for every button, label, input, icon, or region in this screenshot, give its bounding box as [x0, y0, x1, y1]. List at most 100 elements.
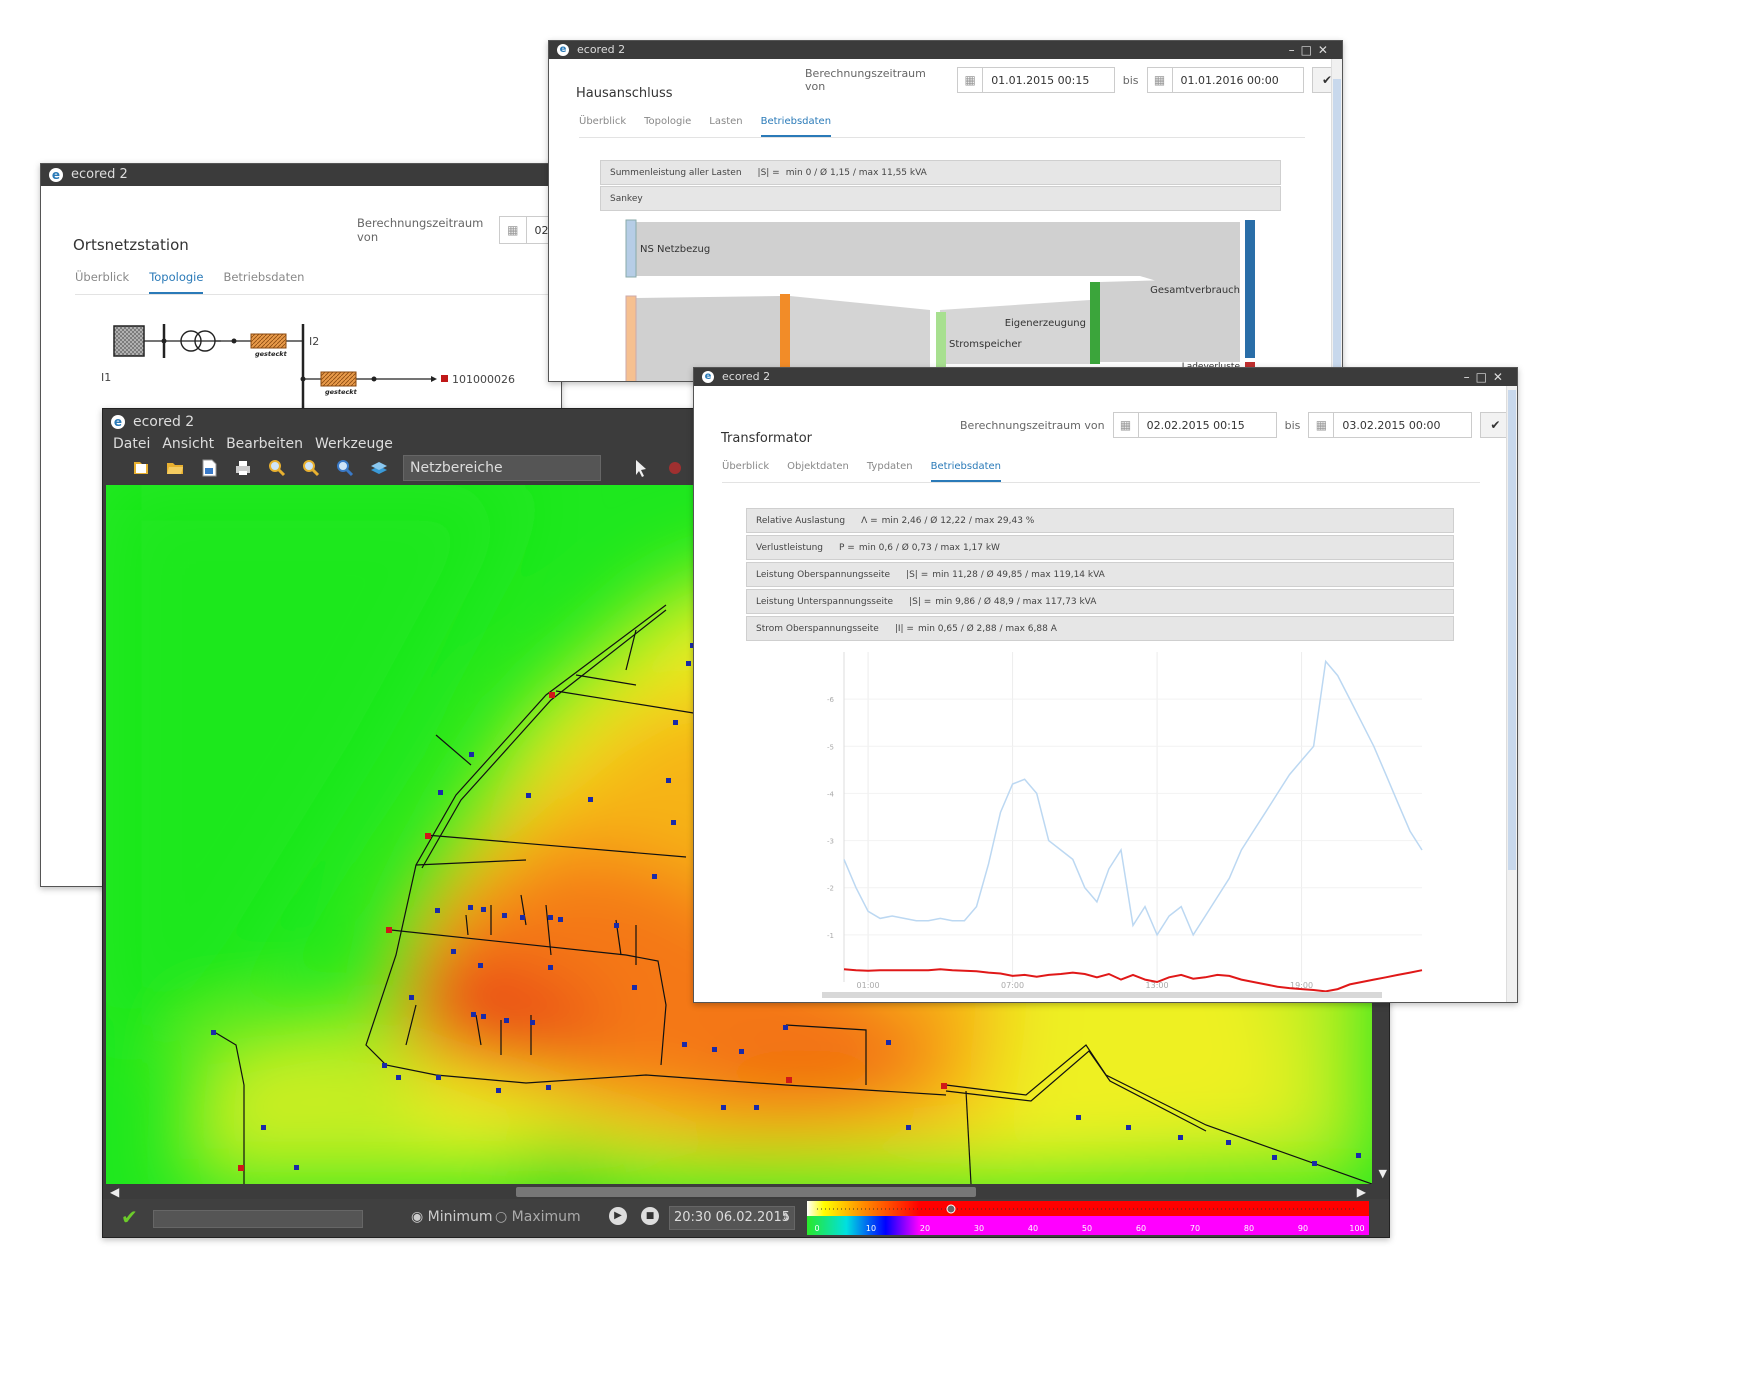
tab-ueberblick[interactable]: Überblick — [722, 461, 770, 472]
color-scale-legend[interactable]: 0 10 20 30 40 50 60 70 80 90 100 — [807, 1201, 1369, 1235]
pointer-icon[interactable] — [631, 458, 651, 478]
scale-tick-label: 60 — [1136, 1224, 1146, 1233]
ecored-logo-icon: e — [111, 415, 125, 429]
calendar-icon[interactable]: ▦ — [500, 217, 527, 243]
scroll-left-icon[interactable]: ◀ — [110, 1185, 120, 1199]
stop-icon[interactable]: ■ — [641, 1207, 659, 1225]
radio-minimum[interactable]: ◉ Minimum — [411, 1209, 493, 1225]
fuse-label: gesteckt — [255, 350, 288, 358]
panel-leistung-unterspannung[interactable]: Leistung Unterspannungsseite |S| = min 9,8… — [746, 589, 1454, 614]
tab-betriebsdaten[interactable]: Betriebsdaten — [930, 461, 1001, 482]
panel-leistung-oberspannung[interactable]: Leistung Oberspannungsseite |S| = min 11,2… — [746, 562, 1454, 587]
topology-diagram: gesteckt I2 I1 gesteckt 101000026 — [101, 324, 515, 424]
calendar-icon[interactable]: ▦ — [1148, 68, 1173, 92]
window-title: ecored 2 — [722, 370, 771, 383]
tab-lasten[interactable]: Lasten — [709, 116, 743, 127]
page-title: Transformator — [721, 431, 813, 446]
y-tick-label: -2 — [827, 885, 834, 893]
calendar-icon[interactable]: ▦ — [1114, 413, 1139, 437]
sankey-node[interactable] — [780, 294, 790, 382]
grid-feed-symbol[interactable] — [113, 325, 145, 357]
menu-datei[interactable]: Datei — [113, 436, 151, 452]
chart-range-scrollbar[interactable] — [822, 992, 1382, 998]
x-tick-label: 07:00 — [1001, 981, 1024, 990]
panel-relative-auslastung[interactable]: Relative Auslastung Λ = min 2,46 / Ø 12,22… — [746, 508, 1454, 533]
fuse-symbol[interactable] — [320, 371, 357, 387]
panel-summenleistung[interactable]: Summenleistung aller Lasten |S| = min 0 … — [600, 160, 1281, 185]
print-icon[interactable] — [233, 458, 253, 478]
tab-betriebsdaten[interactable]: Betriebsdaten — [760, 116, 832, 137]
x-tick-label: 01:00 — [857, 981, 880, 990]
vertical-scrollbar[interactable] — [1506, 386, 1517, 1002]
apply-button[interactable]: ✔ — [1480, 412, 1511, 438]
tab-typdaten[interactable]: Typdaten — [866, 461, 913, 472]
window-transformator[interactable]: e ecored 2 –□✕ Transformator Berechnungsz… — [693, 367, 1518, 1003]
tab-ueberblick[interactable]: Überblick — [75, 270, 130, 284]
x-tick-label: 19:00 — [1290, 981, 1313, 990]
window-title: ecored 2 — [71, 167, 128, 182]
layer-select[interactable]: Netzbereiche — [403, 455, 601, 481]
node-label: 101000026 — [452, 373, 515, 386]
date-from-field[interactable]: ▦ 01.01.2015 00:15 — [957, 67, 1115, 93]
calendar-icon[interactable]: ▦ — [1309, 413, 1335, 437]
zoom-out-icon[interactable] — [301, 458, 321, 478]
y-tick-label: -5 — [827, 743, 834, 751]
toolbar: Netzbereiche — [131, 455, 685, 481]
panel-sankey[interactable]: Sankey — [600, 186, 1281, 211]
window-controls[interactable]: –□✕ — [1288, 43, 1334, 57]
play-icon[interactable]: ▶ — [609, 1207, 627, 1225]
open-folder-icon[interactable] — [165, 458, 185, 478]
load-line-chart[interactable]: 01:00 07:00 13:00 19:00 -1 -2 -3 -4 -5 -6 — [746, 642, 1454, 1002]
date-from-field[interactable]: ▦ 02.02.2015 00:15 — [1112, 412, 1277, 438]
sankey-label: NS Netzbezug — [640, 244, 710, 255]
tab-betriebsdaten[interactable]: Betriebsdaten — [223, 270, 305, 284]
busbar-label-i1: I1 — [101, 371, 111, 384]
titlebar[interactable]: e ecored 2 — [41, 164, 561, 186]
titlebar[interactable]: e ecored 2 –□✕ — [694, 368, 1517, 386]
window-hausanschluss[interactable]: e ecored 2 –□✕ Hausanschluss Berechnungsz… — [548, 40, 1343, 382]
save-icon[interactable] — [199, 458, 219, 478]
sankey-node-eigenerzeugung[interactable] — [1090, 282, 1100, 364]
transformer-symbol[interactable] — [180, 330, 202, 352]
tab-topologie[interactable]: Topologie — [644, 116, 692, 127]
panel-verlustleistung[interactable]: Verlustleistung P = min 0,6 / Ø 0,73 / max… — [746, 535, 1454, 560]
tab-ueberblick[interactable]: Überblick — [579, 116, 627, 127]
window-controls[interactable]: –□✕ — [1463, 370, 1509, 384]
new-file-icon[interactable] — [131, 458, 151, 478]
date-to-field[interactable]: ▦ 01.01.2016 00:00 — [1146, 67, 1305, 93]
sankey-node-ladeverluste[interactable] — [1245, 362, 1255, 368]
layers-icon[interactable] — [369, 458, 389, 478]
scroll-down-icon[interactable]: ▼ — [1378, 1167, 1387, 1180]
menu-werkzeuge[interactable]: Werkzeuge — [314, 436, 393, 452]
bis-label: bis — [1284, 418, 1301, 432]
sankey-node[interactable] — [625, 295, 637, 382]
titlebar[interactable]: e ecored 2 –□✕ — [549, 41, 1342, 59]
horizontal-scrollbar[interactable]: ◀ ▶ — [106, 1185, 1370, 1199]
menu-bearbeiten[interactable]: Bearbeiten — [226, 436, 303, 452]
fuse-symbol[interactable] — [250, 333, 287, 349]
radio-maximum[interactable]: ○ Maximum — [495, 1209, 581, 1225]
sankey-node-netzbezug[interactable] — [625, 219, 637, 278]
sankey-node-stromspeicher[interactable] — [936, 312, 946, 382]
fuse-label: gesteckt — [325, 388, 358, 396]
panel-strom-oberspannung[interactable]: Strom Oberspannungsseite |I| = min 0,65 / … — [746, 616, 1454, 641]
date-range: Berechnungszeitraum von ▦ 01.01.2015 00:1… — [805, 67, 1342, 93]
record-icon[interactable] — [665, 458, 685, 478]
page-title: Hausanschluss — [576, 86, 673, 101]
calendar-icon[interactable]: ▦ — [958, 68, 984, 92]
range-label: Berechnungszeitraum von — [960, 418, 1105, 432]
time-spinbox[interactable]: 20:30 06.02.2015 ⇕ — [669, 1206, 795, 1230]
sankey-node-gesamtverbrauch[interactable] — [1245, 220, 1255, 358]
scroll-thumb[interactable] — [516, 1187, 976, 1197]
progress-bar — [153, 1210, 363, 1228]
tab-topologie[interactable]: Topologie — [149, 270, 204, 294]
date-to-field[interactable]: ▦ 03.02.2015 00:00 — [1308, 412, 1473, 438]
zoom-fit-icon[interactable] — [335, 458, 355, 478]
menu-ansicht[interactable]: Ansicht — [162, 436, 215, 452]
node-marker[interactable] — [441, 375, 448, 382]
tab-bar: Überblick Objektdaten Typdaten Betriebsd… — [722, 461, 1480, 483]
tab-objektdaten[interactable]: Objektdaten — [787, 461, 849, 472]
scroll-right-icon[interactable]: ▶ — [1356, 1185, 1366, 1199]
vertical-scrollbar[interactable] — [1331, 59, 1342, 381]
zoom-in-icon[interactable] — [267, 458, 287, 478]
